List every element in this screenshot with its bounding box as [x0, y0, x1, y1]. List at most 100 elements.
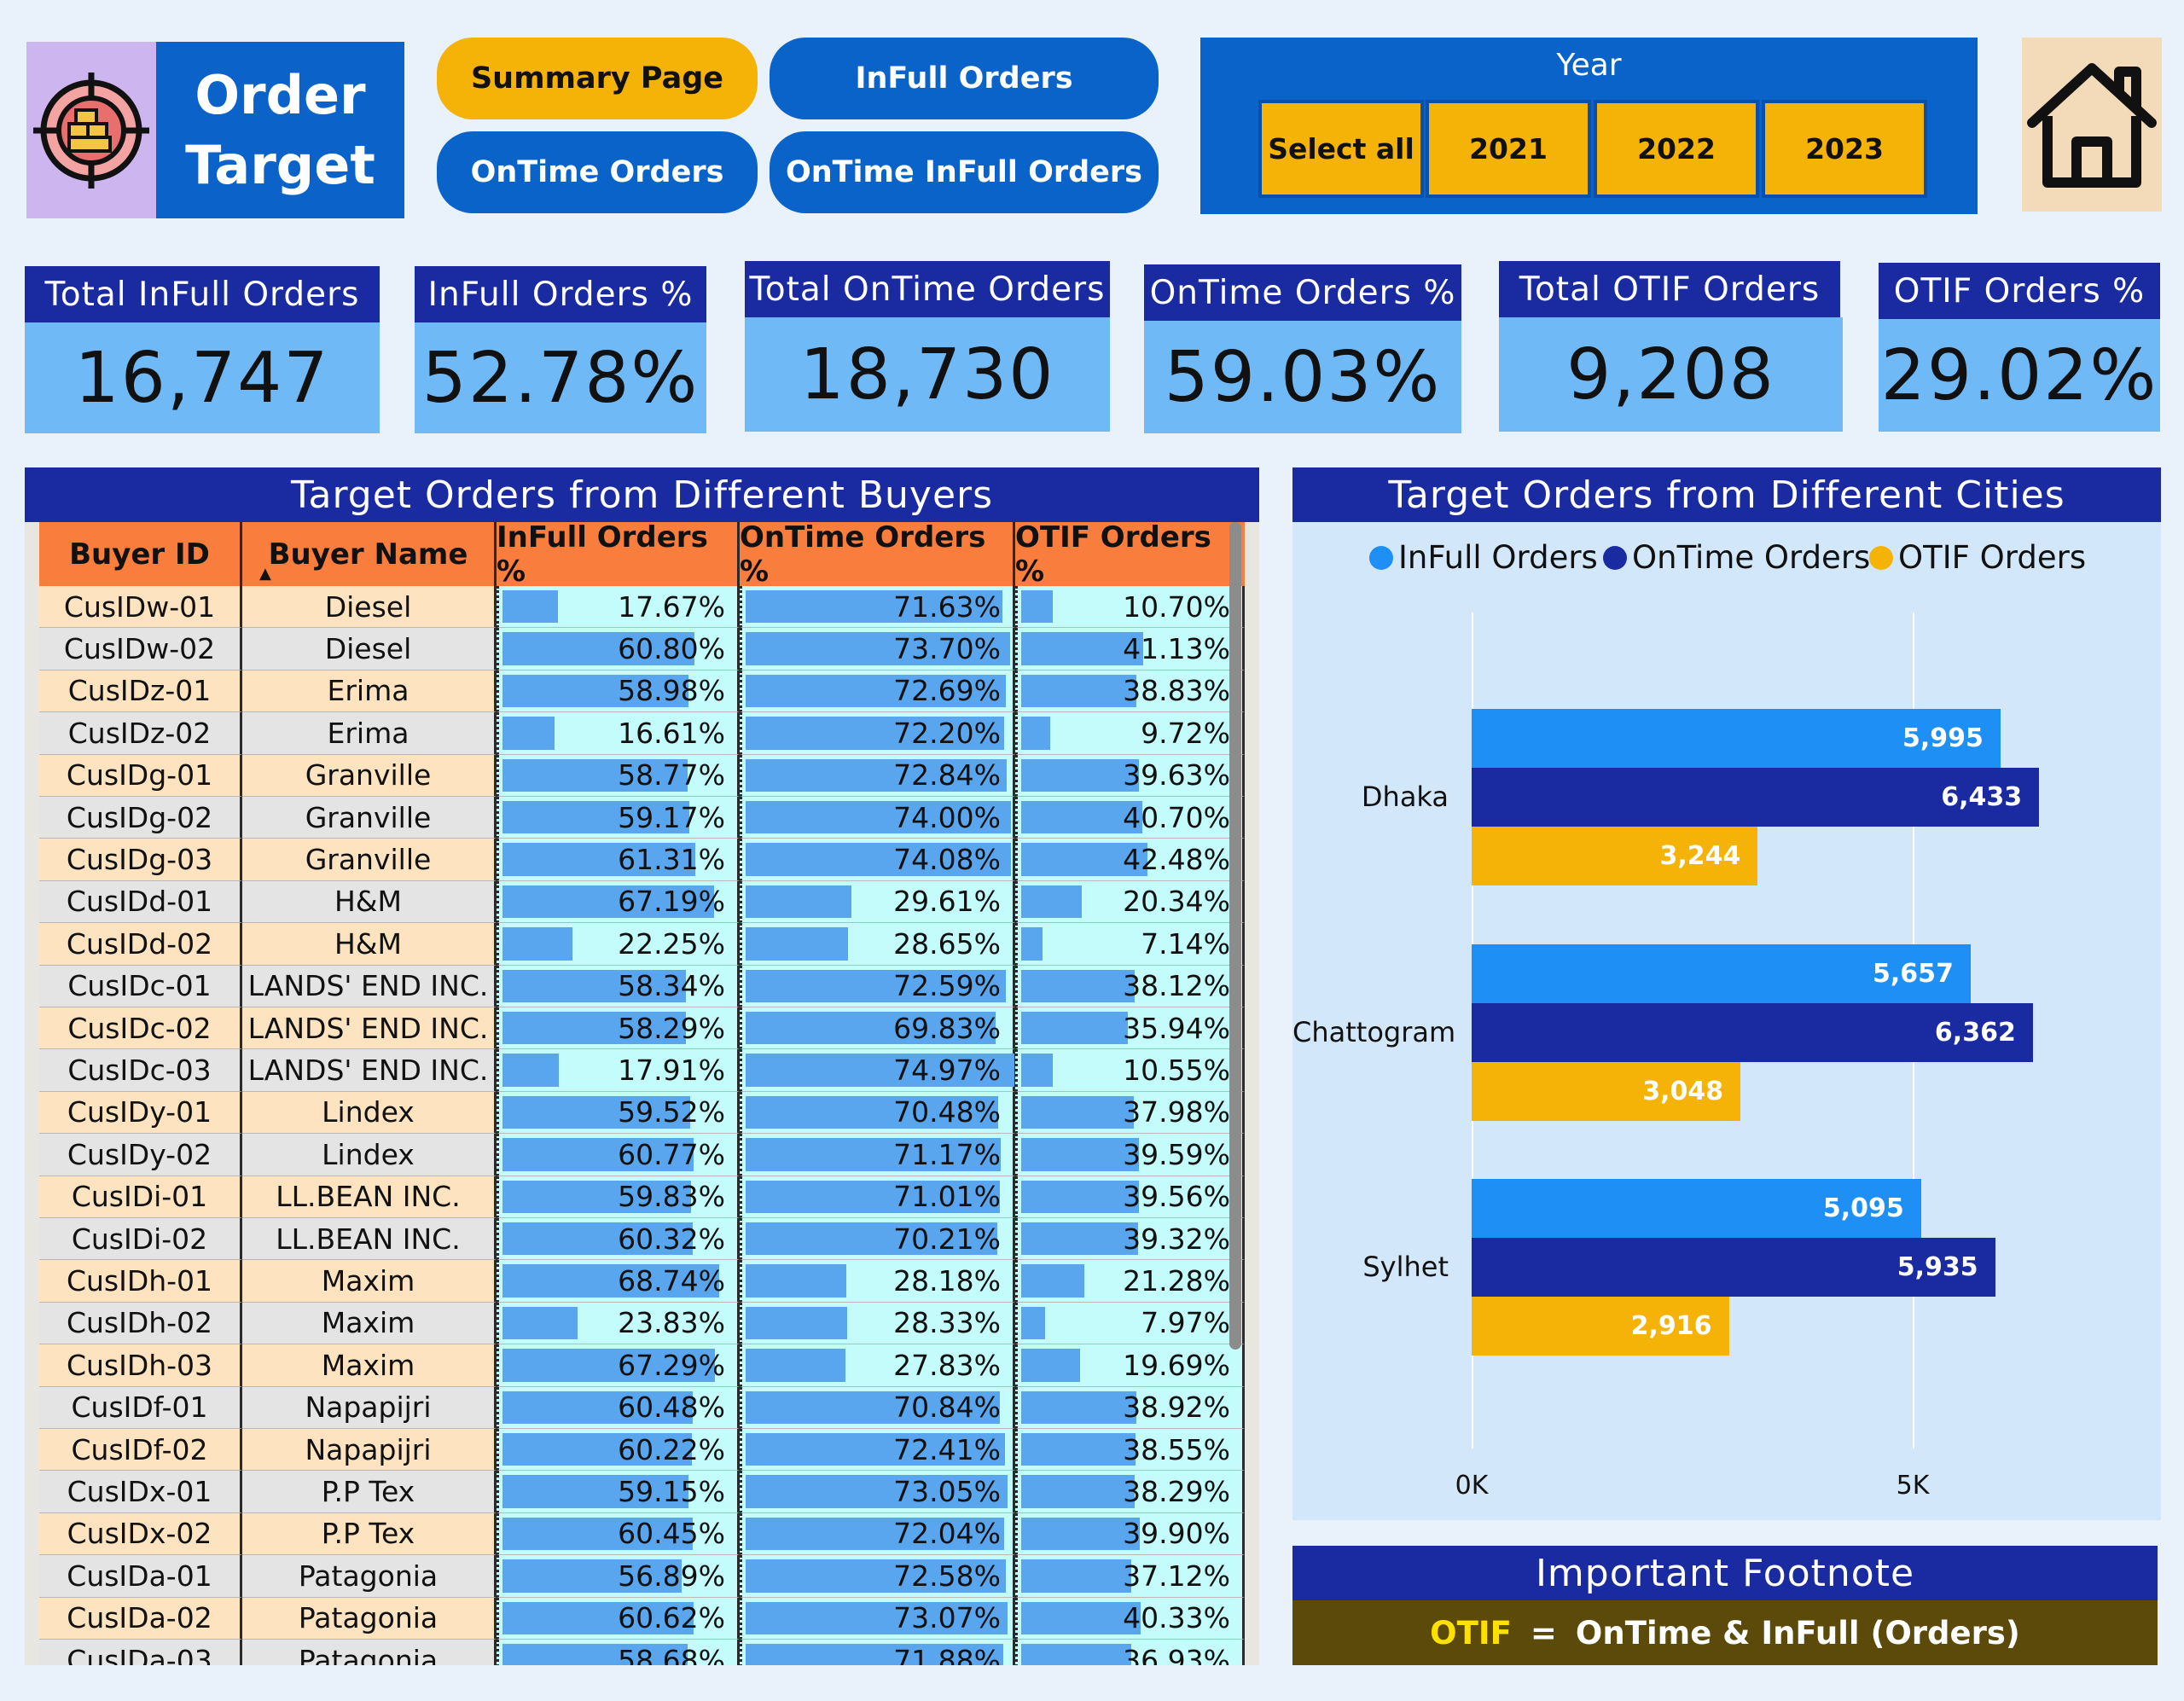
- bar-infull-orders-dhaka[interactable]: 5,995: [1472, 709, 2001, 768]
- table-row[interactable]: CusIDa-01 Patagonia 56.89% 72.58% 37.12%: [39, 1555, 1245, 1598]
- cell-buyer-name: P.P Tex: [242, 1512, 497, 1556]
- table-row[interactable]: CusIDc-02 LANDS' END INC. 58.29% 69.83% 35.9…: [39, 1007, 1245, 1050]
- summary-page-button[interactable]: Summary Page: [437, 38, 758, 119]
- table-row[interactable]: CusIDh-03 Maxim 67.29% 27.83% 19.69%: [39, 1344, 1245, 1387]
- column-header-buyer-id[interactable]: Buyer ID: [39, 522, 242, 586]
- databar-infull-pct: [502, 1517, 694, 1551]
- year-option-2021[interactable]: 2021: [1426, 100, 1591, 198]
- table-row[interactable]: CusIDy-02 Lindex 60.77% 71.17% 39.59%: [39, 1134, 1245, 1176]
- column-header-buyer-name[interactable]: Buyer Name ▲: [242, 522, 497, 586]
- table-row[interactable]: CusIDc-03 LANDS' END INC. 17.91% 74.97% 10.5…: [39, 1049, 1245, 1092]
- home-button[interactable]: [2022, 38, 2162, 212]
- legend-item-otif[interactable]: OTIF Orders: [1869, 539, 2086, 576]
- legend-item-infull[interactable]: InFull Orders: [1369, 539, 1598, 576]
- infull-orders-button[interactable]: InFull Orders: [770, 38, 1159, 119]
- cell-otif-pct: 7.14%: [1015, 923, 1245, 966]
- databar-ontime-pct: [746, 1517, 1004, 1551]
- cell-text: 58.68%: [618, 1643, 725, 1665]
- table-row[interactable]: CusIDg-03 Granville 61.31% 74.08% 42.48%: [39, 839, 1245, 881]
- table-row[interactable]: CusIDf-02 Napapijri 60.22% 72.41% 38.55%: [39, 1429, 1245, 1472]
- bar-otif-orders-chattogram[interactable]: 3,048: [1472, 1062, 1741, 1121]
- year-option-select-all[interactable]: Select all: [1258, 100, 1424, 198]
- databar-otif-pct: [1021, 1559, 1132, 1593]
- cell-text: 39.32%: [1123, 1222, 1230, 1256]
- databar-otif-pct: [1021, 758, 1139, 792]
- cell-text: 40.33%: [1123, 1601, 1230, 1635]
- databar-ontime-pct: [746, 717, 1005, 750]
- ontime-infull-orders-button[interactable]: OnTime InFull Orders: [770, 131, 1159, 213]
- cell-otif-pct: 19.69%: [1015, 1344, 1245, 1387]
- bar-otif-orders-dhaka[interactable]: 3,244: [1472, 827, 1758, 885]
- table-row[interactable]: CusIDg-02 Granville 59.17% 74.00% 40.70%: [39, 797, 1245, 839]
- column-header-ontime-pct[interactable]: OnTime Orders %: [740, 520, 1015, 589]
- cell-text: CusIDh-01: [66, 1264, 213, 1298]
- table-row[interactable]: CusIDc-01 LANDS' END INC. 58.34% 72.59% 38.1…: [39, 965, 1245, 1007]
- cell-ontime-pct: 72.58%: [740, 1555, 1015, 1598]
- bar-infull-orders-sylhet[interactable]: 5,095: [1472, 1179, 1921, 1238]
- bar-ontime-orders-sylhet[interactable]: 5,935: [1472, 1238, 1995, 1297]
- cell-text: 28.33%: [893, 1306, 1001, 1340]
- databar-otif-pct: [1021, 1475, 1136, 1508]
- cell-text: Erima: [327, 716, 410, 750]
- cell-infull-pct: 60.77%: [497, 1134, 740, 1176]
- table-row[interactable]: CusIDd-01 H&M 67.19% 29.61% 20.34%: [39, 880, 1245, 924]
- table-row[interactable]: CusIDa-02 Patagonia 60.62% 73.07% 40.33%: [39, 1597, 1245, 1640]
- cell-ontime-pct: 27.83%: [740, 1344, 1015, 1387]
- table-row[interactable]: CusIDh-01 Maxim 68.74% 28.18% 21.28%: [39, 1260, 1245, 1303]
- databar-otif-pct: [1021, 674, 1137, 708]
- column-header-infull-pct[interactable]: InFull Orders %: [497, 520, 740, 589]
- cell-text: LL.BEAN INC.: [276, 1180, 461, 1214]
- cell-text: Erima: [327, 674, 410, 708]
- table-row[interactable]: CusIDd-02 H&M 22.25% 28.65% 7.14%: [39, 923, 1245, 966]
- cell-infull-pct: 59.83%: [497, 1176, 740, 1218]
- cell-text: LANDS' END INC.: [247, 969, 489, 1003]
- column-header-buyer-name-label: Buyer Name: [268, 537, 468, 572]
- table-row[interactable]: CusIDx-02 P.P Tex 60.45% 72.04% 39.90%: [39, 1512, 1245, 1556]
- bar-infull-orders-chattogram[interactable]: 5,657: [1472, 944, 1971, 1003]
- databar-ontime-pct: [746, 1644, 1003, 1665]
- cell-text: LANDS' END INC.: [247, 1011, 489, 1045]
- databar-infull-pct: [502, 927, 573, 961]
- cell-ontime-pct: 74.00%: [740, 797, 1015, 839]
- buyers-table-title: Target Orders from Different Buyers: [25, 467, 1259, 522]
- cell-otif-pct: 38.83%: [1015, 670, 1245, 713]
- table-row[interactable]: CusIDy-01 Lindex 59.52% 70.48% 37.98%: [39, 1091, 1245, 1135]
- table-row[interactable]: CusIDw-02 Diesel 60.80% 73.70% 41.13%: [39, 628, 1245, 671]
- footnote-definition: OnTime & InFull (Orders): [1575, 1614, 2020, 1652]
- bar-ontime-orders-dhaka[interactable]: 6,433: [1472, 768, 2040, 827]
- cell-buyer-name: Patagonia: [242, 1597, 497, 1640]
- table-row[interactable]: CusIDa-03 Patagonia 58.68% 71.88% 36.93%: [39, 1640, 1245, 1665]
- cell-text: 74.00%: [893, 800, 1001, 834]
- bar-ontime-orders-chattogram[interactable]: 6,362: [1472, 1003, 2033, 1062]
- cell-buyer-id: CusIDd-01: [39, 880, 242, 924]
- bar-otif-orders-sylhet[interactable]: 2,916: [1472, 1297, 1729, 1356]
- legend-item-ontime[interactable]: OnTime Orders: [1603, 539, 1870, 576]
- table-row[interactable]: CusIDw-01 Diesel 17.67% 71.63% 10.70%: [39, 586, 1245, 629]
- databar-infull-pct: [502, 1601, 694, 1634]
- year-option-2023[interactable]: 2023: [1762, 100, 1927, 198]
- table-row[interactable]: CusIDz-01 Erima 58.98% 72.69% 38.83%: [39, 670, 1245, 713]
- table-row[interactable]: CusIDf-01 Napapijri 60.48% 70.84% 38.92%: [39, 1386, 1245, 1429]
- table-row[interactable]: CusIDi-01 LL.BEAN INC. 59.83% 71.01% 39.56%: [39, 1176, 1245, 1218]
- cell-otif-pct: 10.70%: [1015, 586, 1245, 629]
- cell-ontime-pct: 74.08%: [740, 839, 1015, 881]
- table-row[interactable]: CusIDx-01 P.P Tex 59.15% 73.05% 38.29%: [39, 1471, 1245, 1513]
- cell-text: 69.83%: [893, 1011, 1001, 1045]
- databar-infull-pct: [502, 969, 687, 1002]
- cell-infull-pct: 60.80%: [497, 628, 740, 671]
- ontime-orders-button[interactable]: OnTime Orders: [437, 131, 758, 213]
- column-header-otif-pct[interactable]: OTIF Orders %: [1015, 520, 1245, 589]
- cell-otif-pct: 9.72%: [1015, 712, 1245, 755]
- table-row[interactable]: CusIDz-02 Erima 16.61% 72.20% 9.72%: [39, 712, 1245, 755]
- cell-text: Granville: [305, 843, 432, 877]
- table-row[interactable]: CusIDi-02 LL.BEAN INC. 60.32% 70.21% 39.32%: [39, 1218, 1245, 1261]
- table-row[interactable]: CusIDh-02 Maxim 23.83% 28.33% 7.97%: [39, 1302, 1245, 1345]
- cell-text: CusIDw-02: [63, 632, 216, 666]
- cell-text: 38.29%: [1123, 1475, 1230, 1509]
- table-scrollbar[interactable]: [1229, 522, 1241, 1350]
- cell-infull-pct: 58.34%: [497, 965, 740, 1007]
- table-row[interactable]: CusIDg-01 Granville 58.77% 72.84% 39.63%: [39, 754, 1245, 797]
- year-option-2022[interactable]: 2022: [1594, 100, 1759, 198]
- databar-ontime-pct: [746, 1180, 1001, 1213]
- databar-ontime-pct: [746, 1306, 847, 1340]
